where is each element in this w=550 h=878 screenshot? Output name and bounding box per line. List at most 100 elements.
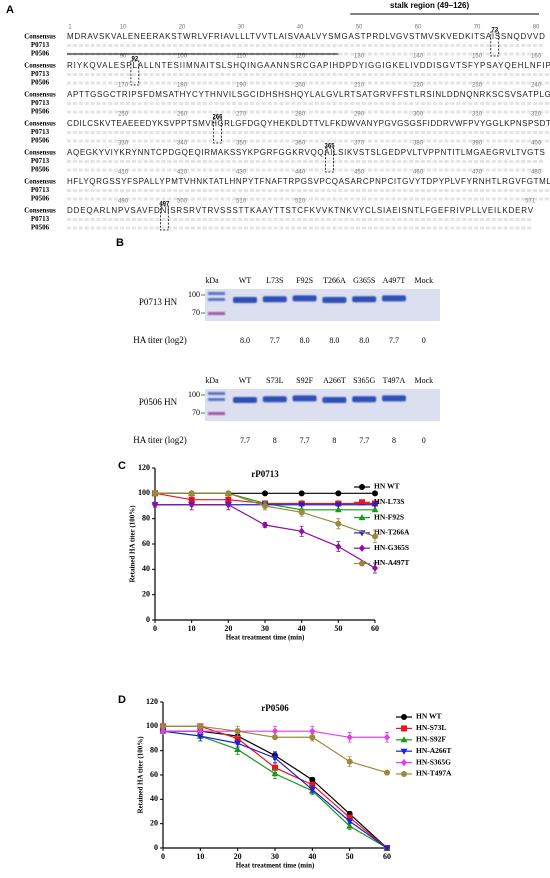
position-number: 350 bbox=[236, 141, 247, 147]
series-line bbox=[163, 725, 388, 849]
sequence-name: P0506 bbox=[31, 79, 50, 87]
titer-value: 8 bbox=[332, 436, 336, 445]
sequence-name: P0713 bbox=[31, 215, 50, 223]
lane-label: S365G bbox=[353, 376, 375, 385]
position-number: 420 bbox=[177, 170, 188, 176]
sequence-name: P0506 bbox=[31, 108, 50, 116]
legend-marker bbox=[401, 714, 407, 720]
titer-label: HA titer (log2) bbox=[133, 435, 187, 445]
position-number: 150 bbox=[472, 54, 483, 60]
position-number: 460 bbox=[413, 170, 424, 176]
lane-label: T497A bbox=[383, 376, 406, 385]
position-number: 260 bbox=[177, 112, 188, 118]
titer-value: 0 bbox=[422, 336, 426, 345]
position-number: 190 bbox=[236, 83, 247, 89]
position-number: 500 bbox=[177, 199, 188, 205]
data-point bbox=[384, 733, 390, 741]
x-tick-label: 10 bbox=[188, 624, 196, 633]
lane-label: T266A bbox=[323, 276, 346, 285]
lane-label: L73S bbox=[266, 276, 283, 285]
series-line bbox=[163, 730, 388, 849]
marker-size: 70 bbox=[192, 408, 200, 417]
x-tick-label: 40 bbox=[298, 624, 306, 633]
position-number: 370 bbox=[354, 141, 365, 147]
legend-label: HN-A497T bbox=[374, 558, 409, 567]
legend-marker bbox=[359, 544, 365, 552]
x-tick-label: 30 bbox=[271, 852, 279, 861]
legend-marker bbox=[400, 736, 408, 743]
titer-value: 7.7 bbox=[240, 436, 250, 445]
x-tick-label: 60 bbox=[383, 852, 391, 861]
y-tick-label: 40 bbox=[142, 564, 150, 573]
site-number: 365 bbox=[325, 144, 336, 150]
data-point bbox=[384, 769, 390, 776]
sequence-name: P0713 bbox=[31, 128, 50, 136]
titer-value: 8.0 bbox=[329, 336, 339, 345]
data-point bbox=[372, 564, 378, 572]
position-number: 380 bbox=[413, 141, 424, 147]
data-point bbox=[298, 509, 305, 516]
site-box bbox=[159, 205, 169, 231]
sequence-name: P0506 bbox=[31, 137, 50, 145]
position-number: 480 bbox=[531, 170, 542, 176]
panel-label: D bbox=[118, 694, 126, 706]
data-point bbox=[346, 822, 354, 829]
protein-band bbox=[292, 395, 317, 402]
gel bbox=[205, 289, 440, 321]
titer-value: 7.7 bbox=[300, 436, 310, 445]
position-number: 80 bbox=[533, 25, 540, 31]
x-tick-label: 30 bbox=[261, 624, 269, 633]
position-number: 290 bbox=[354, 112, 365, 118]
consensus-sequence: APTTGSGCTRIPSFDMSATHYCYTHNVILSGCIDHSHSHQ… bbox=[67, 90, 550, 99]
legend-marker bbox=[401, 758, 407, 767]
x-tick-label: 60 bbox=[371, 624, 379, 633]
data-point bbox=[262, 521, 268, 529]
position-number: 520 bbox=[295, 199, 306, 205]
data-point bbox=[346, 814, 353, 821]
position-number: 490 bbox=[118, 199, 129, 205]
position-number: 30 bbox=[238, 25, 245, 31]
chart-title: rP0506 bbox=[261, 703, 289, 713]
position-number: 100 bbox=[177, 54, 188, 60]
data-point bbox=[272, 764, 278, 771]
data-point bbox=[262, 490, 268, 497]
y-axis-label: Retained HA titer (100%) bbox=[129, 505, 137, 583]
x-axis-label: Heat treatment time (min) bbox=[226, 634, 305, 642]
titer-label: HA titer (log2) bbox=[133, 335, 187, 345]
series-line bbox=[155, 492, 376, 537]
position-number: 400 bbox=[531, 141, 542, 147]
position-number: 230 bbox=[472, 83, 483, 89]
position-number: 60 bbox=[415, 25, 422, 31]
position-number: 70 bbox=[474, 25, 481, 31]
lane-label: Mock bbox=[414, 376, 433, 385]
x-tick-label: 20 bbox=[224, 624, 232, 633]
panel-label: C bbox=[118, 460, 126, 472]
consensus-sequence: CDILCSKVTEAEEEDYKSVPPTSMVHGRLGFDGQYHEKDL… bbox=[67, 119, 550, 128]
series-line bbox=[155, 504, 376, 569]
kda-label: kDa bbox=[205, 276, 219, 285]
data-point bbox=[272, 734, 278, 741]
ladder bbox=[208, 412, 225, 415]
titer-value: 8 bbox=[392, 436, 396, 445]
series-line bbox=[162, 730, 388, 849]
gel-name: P0506 HN bbox=[139, 397, 178, 407]
position-number: 40 bbox=[297, 25, 304, 31]
sequence-name: P0713 bbox=[31, 70, 50, 78]
position-number: 300 bbox=[413, 112, 424, 118]
data-point bbox=[346, 733, 353, 741]
ladder bbox=[208, 292, 225, 295]
position-number: 120 bbox=[295, 54, 306, 60]
sequence-name: P0506 bbox=[31, 50, 50, 58]
position-number: 390 bbox=[472, 141, 483, 147]
data-point bbox=[308, 787, 316, 794]
panel-label: A bbox=[6, 4, 14, 16]
position-number: 430 bbox=[236, 170, 247, 176]
site-number: 92 bbox=[132, 57, 139, 63]
position-number: 170 bbox=[118, 83, 129, 89]
data-point bbox=[160, 727, 166, 735]
position-number: 450 bbox=[354, 170, 365, 176]
lane-label: G365S bbox=[353, 276, 375, 285]
position-number: 571 bbox=[525, 199, 536, 205]
sequence-name: P0713 bbox=[31, 99, 50, 107]
position-number: 510 bbox=[236, 199, 247, 205]
